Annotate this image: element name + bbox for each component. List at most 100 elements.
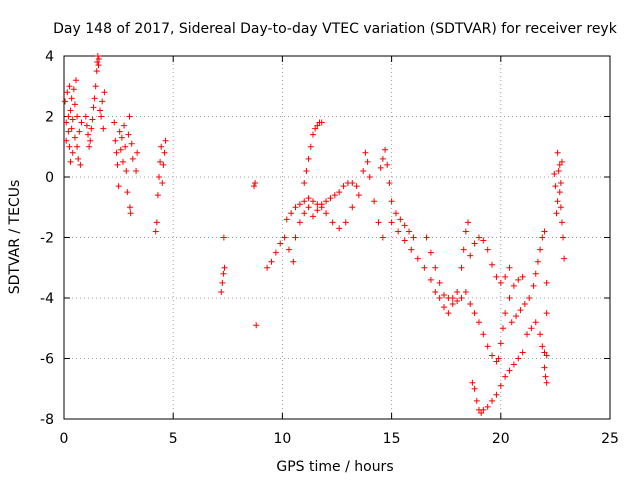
data-point xyxy=(292,234,299,241)
data-point xyxy=(268,258,275,265)
data-point xyxy=(510,361,517,368)
data-point xyxy=(252,180,259,187)
data-point xyxy=(97,107,104,114)
data-point xyxy=(153,219,160,226)
data-point xyxy=(392,210,399,217)
data-point xyxy=(63,119,70,126)
y-tick-label: -4 xyxy=(40,291,54,307)
data-point xyxy=(67,158,74,165)
data-point xyxy=(360,167,367,174)
data-point xyxy=(89,116,96,123)
data-point xyxy=(75,155,82,162)
data-point xyxy=(124,189,131,196)
data-point xyxy=(560,234,567,241)
data-point xyxy=(521,301,528,308)
x-tick-label: 5 xyxy=(169,431,178,447)
data-point xyxy=(296,201,303,208)
data-point xyxy=(303,167,310,174)
data-point xyxy=(532,270,539,277)
data-point xyxy=(554,149,561,156)
data-point xyxy=(449,301,456,308)
data-point xyxy=(94,53,101,59)
data-point xyxy=(480,237,487,244)
data-point xyxy=(67,107,74,114)
data-point xyxy=(82,113,89,120)
data-point xyxy=(458,295,465,301)
data-point xyxy=(471,385,478,392)
data-point xyxy=(71,134,78,141)
data-point xyxy=(423,234,430,241)
data-point xyxy=(113,149,120,156)
x-axis-tick-labels: 0 5 10 15 20 25 xyxy=(60,431,619,447)
data-point xyxy=(561,255,568,262)
data-point xyxy=(355,192,362,199)
data-point xyxy=(421,264,428,271)
data-point xyxy=(264,264,271,271)
data-point xyxy=(436,295,443,301)
x-tick-label: 0 xyxy=(60,431,69,447)
data-point xyxy=(537,246,544,253)
data-point xyxy=(64,89,71,96)
data-point xyxy=(292,204,299,211)
data-point xyxy=(305,204,312,211)
data-point xyxy=(309,213,316,220)
x-tick-label: 10 xyxy=(273,431,291,447)
x-axis-label: GPS time / hours xyxy=(276,459,393,475)
y-tick-label: -2 xyxy=(40,231,54,247)
data-point xyxy=(86,143,93,150)
data-point xyxy=(116,128,123,135)
data-point xyxy=(497,382,504,389)
data-point xyxy=(296,219,303,226)
data-point xyxy=(158,143,165,150)
data-point xyxy=(160,161,167,168)
data-point xyxy=(541,228,548,235)
data-point xyxy=(519,349,526,356)
data-point xyxy=(543,310,550,317)
data-point xyxy=(364,158,371,165)
data-point xyxy=(471,310,478,317)
data-point xyxy=(445,310,452,317)
data-point xyxy=(112,137,119,144)
data-point xyxy=(118,134,125,141)
data-point xyxy=(432,264,439,271)
data-point xyxy=(384,161,391,168)
y-tick-label: -6 xyxy=(40,352,54,368)
data-point xyxy=(475,234,482,241)
data-point xyxy=(556,189,563,196)
data-point xyxy=(69,149,76,156)
data-point xyxy=(323,210,330,217)
data-point xyxy=(542,373,549,380)
data-point xyxy=(290,258,297,265)
data-point xyxy=(532,319,539,326)
data-point xyxy=(277,240,284,247)
data-point xyxy=(323,198,330,205)
data-point xyxy=(70,86,77,93)
data-point xyxy=(98,113,105,120)
data-point xyxy=(471,240,478,247)
data-point xyxy=(318,204,325,211)
data-point xyxy=(69,116,76,123)
data-point xyxy=(123,167,130,174)
data-point xyxy=(85,131,92,138)
data-point xyxy=(541,364,548,371)
data-point xyxy=(513,313,520,320)
data-point xyxy=(63,137,70,144)
data-point xyxy=(493,273,500,280)
data-point xyxy=(454,298,461,305)
data-point xyxy=(543,379,550,386)
data-point xyxy=(159,180,166,187)
data-point xyxy=(65,113,72,120)
data-point xyxy=(349,180,356,187)
data-point xyxy=(432,288,439,295)
x-tick-label: 15 xyxy=(383,431,401,447)
data-point xyxy=(133,167,140,174)
data-point xyxy=(489,397,496,404)
data-point xyxy=(154,192,161,199)
data-point xyxy=(92,83,99,90)
data-point xyxy=(427,249,434,256)
data-point xyxy=(219,279,226,286)
data-point xyxy=(312,125,319,132)
data-point xyxy=(469,379,476,386)
data-point xyxy=(375,219,382,226)
data-point xyxy=(349,204,356,211)
